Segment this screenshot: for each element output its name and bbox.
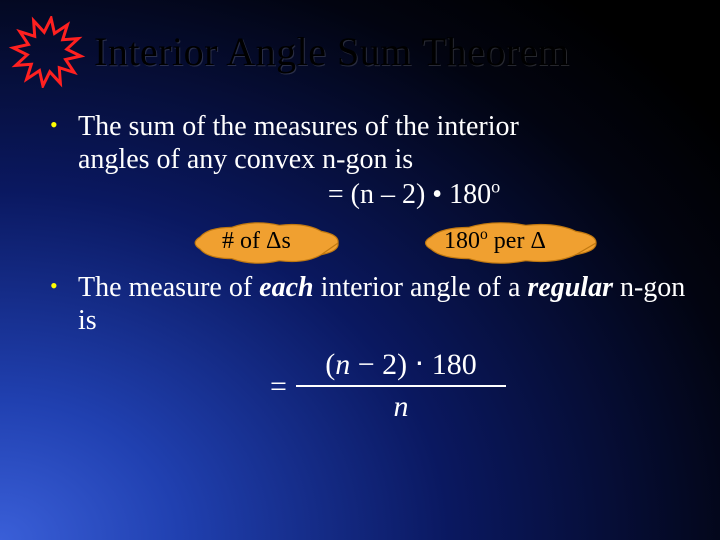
bullet-dot-icon: •	[50, 110, 78, 217]
callouts-row: # of Δs 180o per Δ	[50, 221, 690, 265]
bullet-2: • The measure of each interior angle of …	[50, 271, 690, 337]
bullet-1-text: The sum of the measures of the interior …	[78, 110, 690, 217]
fraction-bar	[296, 385, 506, 387]
formula-1-sup: o	[491, 177, 500, 197]
callout-left-label: # of Δs	[222, 227, 291, 255]
fraction-denominator: n	[296, 389, 506, 424]
callout-right-label: 180o per Δ	[444, 227, 546, 255]
bullet-1-line-2: angles of any convex n-gon is	[78, 144, 413, 175]
bullet-2-text: The measure of each interior angle of a …	[78, 271, 690, 337]
callout-left-pre: # of	[222, 228, 266, 254]
slide-title: Interior Angle Sum Theorem	[94, 28, 570, 75]
formula-1: = (n – 2) • 180o	[138, 178, 690, 211]
fraction-numerator: (n − 2) ⋅ 180	[296, 347, 506, 382]
callout-right-sup: o	[480, 226, 488, 243]
frac-n1: n	[335, 348, 350, 381]
frac-open: (	[325, 348, 335, 381]
bullet-dot-icon: •	[50, 271, 78, 337]
callout-right: 180o per Δ	[422, 221, 600, 273]
delta-icon: Δ	[530, 228, 545, 254]
callout-right-pre: 180	[444, 228, 480, 254]
callout-right-mid: per	[488, 228, 531, 254]
bullet-1-line-1: The sum of the measures of the interior	[78, 111, 519, 142]
slide: Interior Angle Sum Theorem • The sum of …	[0, 0, 720, 540]
bullet-1: • The sum of the measures of the interio…	[50, 110, 690, 217]
callout-left: # of Δs	[192, 221, 342, 273]
fraction-equals: =	[270, 369, 287, 404]
slide-body: • The sum of the measures of the interio…	[0, 88, 720, 337]
frac-rest: − 2) ⋅ 180	[350, 348, 476, 381]
title-row: Interior Angle Sum Theorem	[0, 0, 720, 88]
formula-1-main: = (n – 2) • 180	[328, 179, 491, 210]
starburst-icon	[8, 16, 86, 88]
callout-left-post: s	[281, 228, 290, 254]
delta-icon: Δ	[266, 228, 281, 254]
